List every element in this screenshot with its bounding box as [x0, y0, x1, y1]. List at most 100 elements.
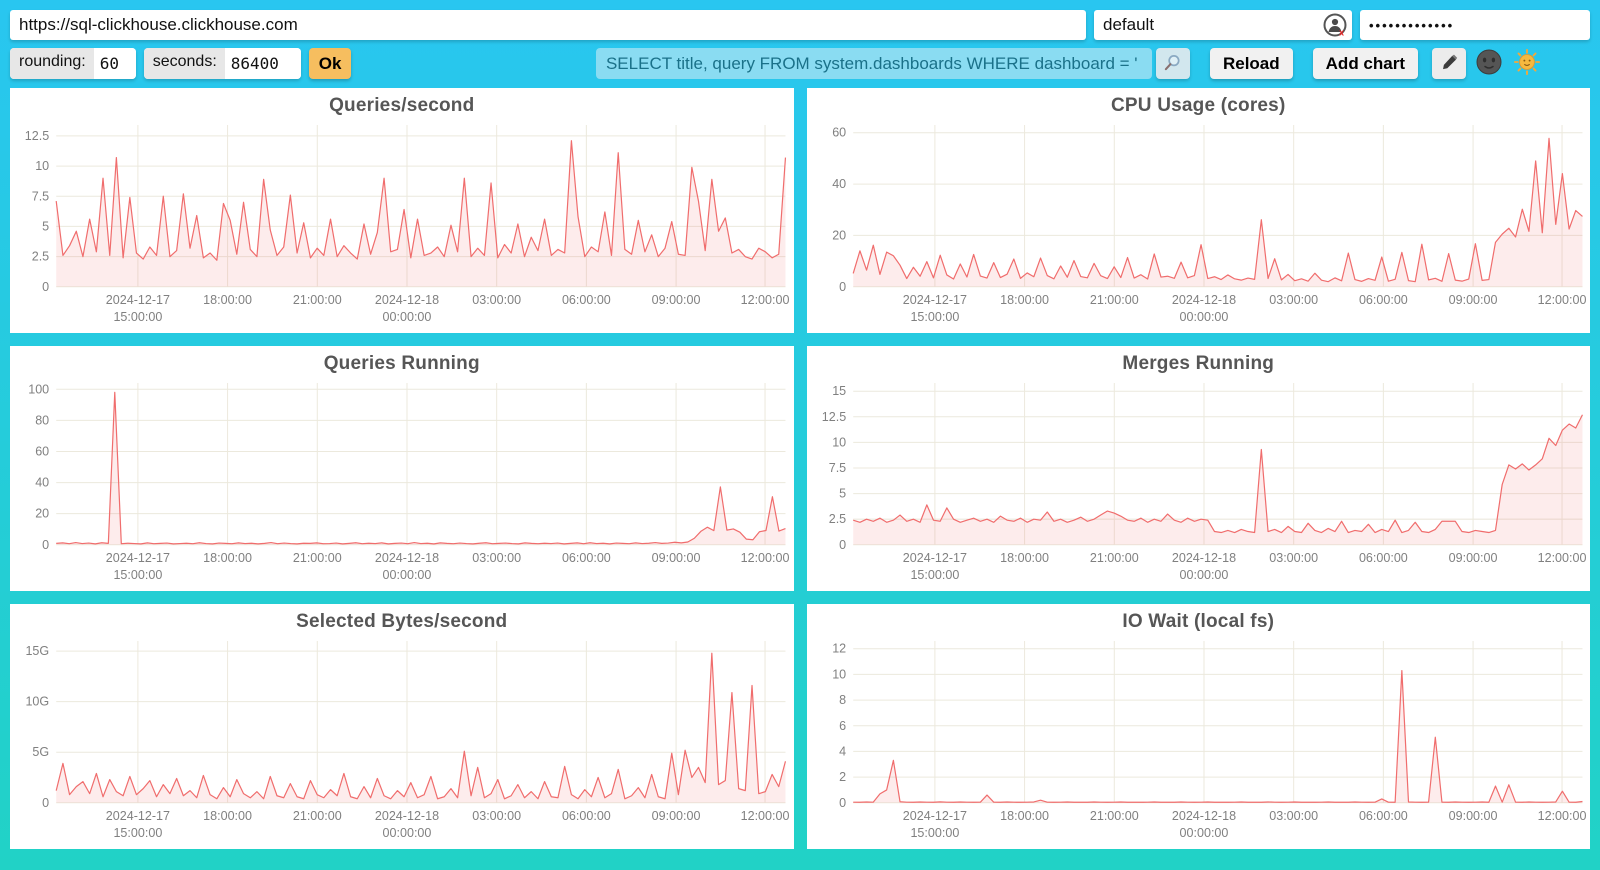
- seconds-input[interactable]: [224, 48, 301, 79]
- svg-text:18:00:00: 18:00:00: [1000, 809, 1049, 823]
- svg-text:09:00:00: 09:00:00: [1448, 809, 1497, 823]
- chart-title: IO Wait (local fs): [1122, 611, 1275, 632]
- svg-text:12.5: 12.5: [821, 410, 845, 424]
- svg-text:12:00:00: 12:00:00: [741, 293, 790, 307]
- rounding-input[interactable]: [93, 48, 136, 79]
- svg-text:100: 100: [28, 382, 49, 396]
- svg-text:06:00:00: 06:00:00: [562, 293, 611, 307]
- chart-panel-merges-running[interactable]: Merges Running 15 12.5 10 7.5 5 2.5 0 2024-12-1…: [806, 346, 1590, 591]
- svg-text:06:00:00: 06:00:00: [1358, 809, 1407, 823]
- svg-text:15:00:00: 15:00:00: [910, 310, 959, 324]
- seconds-field: seconds:: [143, 48, 301, 79]
- svg-text:15:00:00: 15:00:00: [910, 568, 959, 582]
- auth-user-icon: x: [1323, 13, 1347, 38]
- svg-text:5: 5: [42, 219, 49, 233]
- svg-text:21:00:00: 21:00:00: [293, 293, 342, 307]
- svg-text:2024-12-17: 2024-12-17: [902, 293, 966, 307]
- svg-text:12:00:00: 12:00:00: [741, 551, 790, 565]
- sun-icon: [1514, 49, 1540, 78]
- svg-text:18:00:00: 18:00:00: [203, 293, 252, 307]
- svg-text:6: 6: [839, 719, 846, 733]
- svg-text:5: 5: [839, 487, 846, 501]
- svg-text:06:00:00: 06:00:00: [562, 551, 611, 565]
- svg-text:12:00:00: 12:00:00: [1537, 293, 1586, 307]
- seconds-label: seconds:: [143, 48, 225, 79]
- user-input[interactable]: [1094, 10, 1352, 40]
- svg-text:00:00:00: 00:00:00: [1179, 310, 1228, 324]
- svg-text:80: 80: [35, 413, 49, 427]
- svg-text:0: 0: [42, 280, 49, 294]
- svg-text:18:00:00: 18:00:00: [203, 551, 252, 565]
- chart-canvas: 100 80 60 40 20 0 2024-12-17 15:00:00 18:00:00 21…: [28, 382, 790, 582]
- svg-text:03:00:00: 03:00:00: [1269, 551, 1318, 565]
- svg-text:00:00:00: 00:00:00: [383, 826, 432, 840]
- svg-text:12:00:00: 12:00:00: [741, 809, 790, 823]
- svg-text:00:00:00: 00:00:00: [1179, 568, 1228, 582]
- light-theme-button[interactable]: [1512, 49, 1542, 79]
- svg-text:00:00:00: 00:00:00: [1179, 826, 1228, 840]
- svg-text:15: 15: [832, 384, 846, 398]
- svg-text:10: 10: [832, 667, 846, 681]
- search-icon: [1163, 53, 1182, 75]
- svg-text:21:00:00: 21:00:00: [1089, 551, 1138, 565]
- svg-text:4: 4: [839, 744, 846, 758]
- chart-panel-io-wait[interactable]: IO Wait (local fs) 12 10 8 6 4 2 0 2024-12-17 15…: [806, 604, 1590, 849]
- svg-text:21:00:00: 21:00:00: [293, 551, 342, 565]
- svg-text:2024-12-17: 2024-12-17: [106, 293, 170, 307]
- svg-text:15:00:00: 15:00:00: [113, 826, 162, 840]
- connection-bar: x: [10, 10, 1590, 40]
- chart-title: CPU Usage (cores): [1111, 95, 1286, 116]
- chart-panel-queries-per-second[interactable]: Queries/second 12.5 10 7.5 5 2.5 0 2024-12-17 1…: [10, 88, 794, 333]
- svg-text:09:00:00: 09:00:00: [652, 809, 701, 823]
- chart-panel-queries-running[interactable]: Queries Running 100 80 60 40 20 0 2024-12-17 15…: [10, 346, 794, 591]
- chart-canvas: 12 10 8 6 4 2 0 2024-12-17 15:00:00 18:00:00 21:00…: [832, 641, 1586, 840]
- dashboard-query-input[interactable]: [595, 48, 1152, 79]
- chart-title: Queries Running: [323, 353, 480, 374]
- svg-text:03:00:00: 03:00:00: [1269, 809, 1318, 823]
- chart-panel-cpu-usage[interactable]: CPU Usage (cores) 60 40 20 0 2024-12-17 15:00…: [806, 88, 1590, 333]
- svg-text:2024-12-17: 2024-12-17: [902, 551, 966, 565]
- svg-text:5G: 5G: [32, 745, 49, 759]
- dark-theme-button[interactable]: [1474, 49, 1504, 79]
- ok-button[interactable]: Ok: [308, 48, 352, 79]
- svg-text:21:00:00: 21:00:00: [1089, 293, 1138, 307]
- svg-text:2.5: 2.5: [828, 512, 845, 526]
- search-button[interactable]: [1155, 48, 1190, 79]
- rounding-field: rounding:: [10, 48, 136, 79]
- svg-text:60: 60: [35, 444, 49, 458]
- svg-text:12:00:00: 12:00:00: [1537, 551, 1586, 565]
- svg-text:2.5: 2.5: [32, 250, 49, 264]
- svg-text:0: 0: [42, 796, 49, 810]
- url-input[interactable]: [10, 10, 1086, 40]
- svg-text:09:00:00: 09:00:00: [1448, 293, 1497, 307]
- svg-text:15:00:00: 15:00:00: [113, 310, 162, 324]
- moon-icon: [1476, 49, 1502, 78]
- chart-title: Merges Running: [1122, 353, 1275, 374]
- svg-text:x: x: [1339, 28, 1344, 37]
- user-field-wrap: x: [1094, 10, 1352, 40]
- svg-text:12.5: 12.5: [25, 129, 49, 143]
- svg-text:0: 0: [839, 796, 846, 810]
- svg-text:0: 0: [42, 538, 49, 552]
- svg-text:00:00:00: 00:00:00: [383, 568, 432, 582]
- svg-text:00:00:00: 00:00:00: [383, 310, 432, 324]
- chart-panel-selected-bytes[interactable]: Selected Bytes/second 15G 10G 5G 0 2024-12-1…: [10, 604, 794, 849]
- svg-text:2024-12-18: 2024-12-18: [1171, 293, 1235, 307]
- svg-text:2024-12-17: 2024-12-17: [902, 809, 966, 823]
- svg-text:03:00:00: 03:00:00: [1269, 293, 1318, 307]
- svg-text:2024-12-17: 2024-12-17: [106, 809, 170, 823]
- svg-text:60: 60: [832, 126, 846, 140]
- rounding-label: rounding:: [10, 48, 94, 79]
- reload-button[interactable]: Reload: [1209, 48, 1293, 79]
- svg-text:12:00:00: 12:00:00: [1537, 809, 1586, 823]
- password-input[interactable]: [1360, 10, 1590, 40]
- edit-button[interactable]: [1432, 48, 1466, 79]
- svg-text:2024-12-18: 2024-12-18: [1171, 809, 1235, 823]
- svg-text:21:00:00: 21:00:00: [293, 809, 342, 823]
- svg-text:12: 12: [832, 642, 846, 656]
- chart-canvas: 60 40 20 0 2024-12-17 15:00:00 18:00:00 21:00:0…: [832, 125, 1586, 324]
- svg-text:2: 2: [839, 770, 846, 784]
- add-chart-button[interactable]: Add chart: [1312, 48, 1418, 79]
- chart-canvas: 15G 10G 5G 0 2024-12-17 15:00:00 18:00:00 21:00…: [25, 641, 790, 840]
